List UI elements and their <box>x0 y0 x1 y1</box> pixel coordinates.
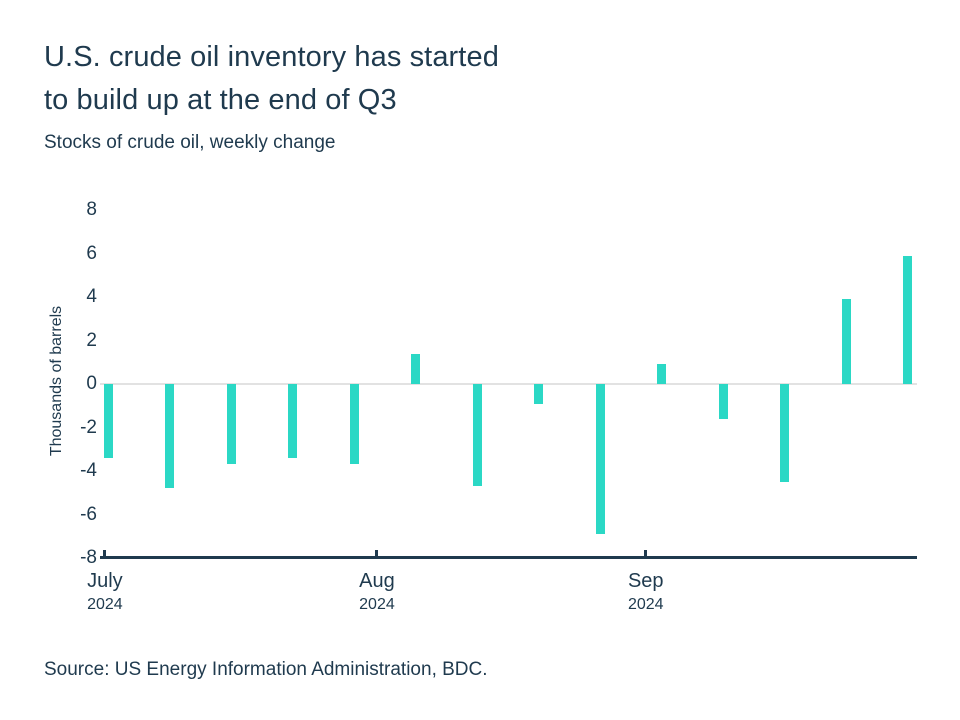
x-tick-label-year: 2024 <box>87 596 123 613</box>
bar-week-9 <box>595 384 605 535</box>
zero-gridline <box>100 383 917 385</box>
bar-week-10 <box>657 364 667 384</box>
x-tick-mark <box>103 550 107 556</box>
bar-week-3 <box>226 384 236 465</box>
x-tick-label-year: 2024 <box>359 596 395 613</box>
chart-title-line-1: U.S. crude oil inventory has started <box>44 41 499 73</box>
bar-week-11 <box>718 384 728 419</box>
x-tick-label-month: July <box>87 570 123 592</box>
y-tick-label: 4 <box>86 286 97 307</box>
bar-week-12 <box>780 384 790 482</box>
x-tick-label-month: Sep <box>627 570 664 592</box>
y-tick-label: 6 <box>86 242 97 264</box>
bar-week-14 <box>903 255 913 384</box>
bar-week-5 <box>349 384 359 465</box>
x-tick-label-month: Aug <box>359 570 395 592</box>
x-tick-mark <box>644 550 648 556</box>
chart-title-line-2: to build up at the end of Q3 <box>44 84 397 116</box>
bar-week-1 <box>103 384 113 458</box>
y-tick-label: -2 <box>80 416 97 438</box>
x-tick-label-year: 2024 <box>627 596 664 613</box>
y-tick-label: 2 <box>86 329 97 351</box>
y-tick-label: 0 <box>86 373 97 394</box>
bar-week-13 <box>841 299 851 384</box>
chart-title: U.S. crude oil inventory has started to … <box>44 36 499 122</box>
bar-week-8 <box>534 384 544 404</box>
bar-week-6 <box>411 353 421 384</box>
bar-week-7 <box>472 384 482 487</box>
y-tick-label: 8 <box>86 199 97 220</box>
bar-week-4 <box>288 384 298 458</box>
y-tick-label: -4 <box>80 460 97 481</box>
bar-week-2 <box>165 384 175 489</box>
x-tick-mark <box>375 550 379 556</box>
x-axis-line <box>100 556 917 559</box>
source-note: Source: US Energy Information Administra… <box>44 659 488 680</box>
chart-subtitle: Stocks of crude oil, weekly change <box>44 132 336 153</box>
y-tick-label: -6 <box>80 503 97 525</box>
y-tick-label: -8 <box>80 547 97 568</box>
